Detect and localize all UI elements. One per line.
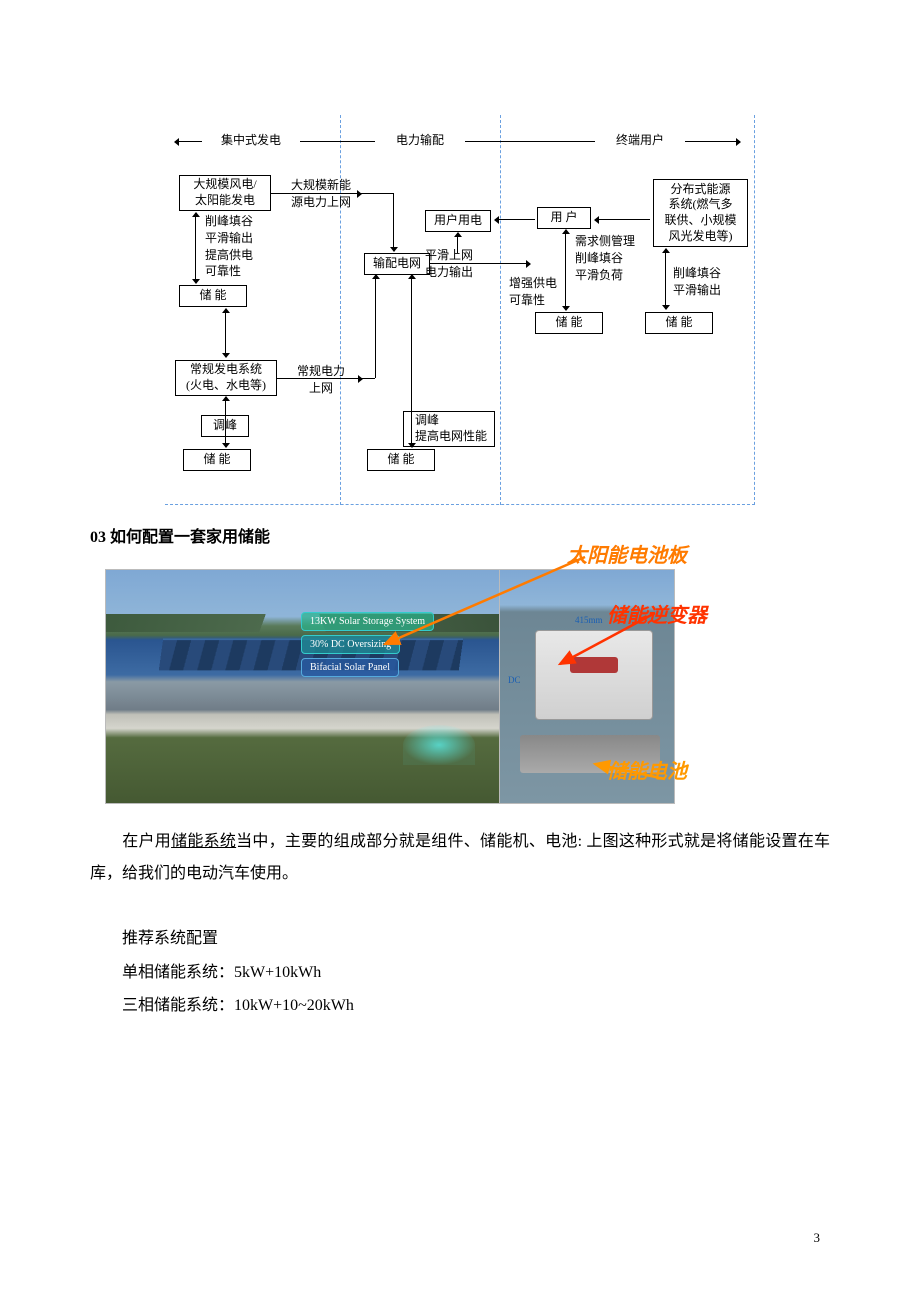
ln-sm (457, 233, 458, 253)
divider-2 (500, 115, 501, 505)
inverter-device (535, 630, 653, 720)
ln-sm2 (430, 263, 530, 264)
rec-single: 单相储能系统：5kW+10kWh (90, 956, 830, 990)
hdr-user: 终端用户 (595, 130, 685, 152)
tag-oversizing: 30% DC Oversizing (301, 635, 400, 654)
ln2b (595, 219, 650, 220)
hdr-gen: 集中式发电 (202, 130, 300, 152)
house-render: 13KW Solar Storage System 30% DC Oversiz… (105, 569, 500, 804)
section-heading: 03 如何配置一套家用储能 (90, 523, 830, 547)
txt-enhance: 增强供电 可靠性 (509, 275, 557, 309)
p1u: 储能系统 (171, 833, 236, 850)
ln-conv-v (375, 275, 376, 378)
callout-panel: 太阳能电池板 (567, 539, 687, 568)
ln-pa2 (411, 275, 412, 447)
txt-conv-up: 常规电力 上网 (290, 363, 352, 397)
ln-demand (565, 230, 566, 310)
ln-peak1 (195, 213, 196, 283)
home-storage-photo: 13KW Solar Storage System 30% DC Oversiz… (105, 569, 675, 804)
ln-coord (225, 309, 226, 357)
ln-peak3 (665, 249, 666, 309)
ln2 (495, 219, 535, 220)
ln1 (271, 193, 361, 194)
box-wind-solar: 大规模风电/ 太阳能发电 (179, 175, 271, 211)
config-block: 推荐系统配置 单相储能系统：5kW+10kWh 三相储能系统：10kW+10~2… (90, 922, 830, 1023)
energy-system-diagram: 集中式发电 电力输配 终端用户 大规模风电/ 太阳能发电 大规模新能 源电力上网… (165, 115, 755, 505)
body-paragraph: 在户用储能系统当中，主要的组成部分就是组件、储能机、电池: 上图这种形式就是将储… (90, 826, 830, 890)
ev-car-glow (403, 725, 475, 765)
callout-battery: 储能电池 (607, 755, 687, 784)
txt-peak1: 削峰填谷 平滑输出 提高供电 可靠性 (205, 213, 253, 280)
inverter-display (570, 657, 618, 673)
txt-demand: 需求侧管理 削峰填谷 平滑负荷 (575, 233, 635, 283)
rec-three: 三相储能系统：10kW+10~20kWh (90, 989, 830, 1023)
box-peakadj2: 调峰 提高电网性能 (403, 411, 495, 447)
box-storage5: 储 能 (367, 449, 435, 471)
ln-pa1 (225, 397, 226, 447)
box-storage1: 储 能 (179, 285, 247, 307)
tag-bifacial: Bifacial Solar Panel (301, 658, 399, 677)
rec-title: 推荐系统配置 (90, 922, 830, 956)
dim-dc: DC (508, 675, 521, 685)
box-dist-src: 分布式能源 系统(燃气多 联供、小规模 风光发电等) (653, 179, 748, 247)
txt-peak3: 削峰填谷 平滑输出 (673, 265, 721, 299)
tag-system: 13KW Solar Storage System (301, 612, 434, 631)
box-storage2: 储 能 (535, 312, 603, 334)
box-storage3: 储 能 (645, 312, 713, 334)
hdr-trans: 电力输配 (375, 130, 465, 152)
p1a: 在户用 (122, 833, 171, 850)
dim-top: 415mm (575, 615, 603, 625)
box-storage4: 储 能 (183, 449, 251, 471)
ln-conv (277, 378, 362, 379)
ln-grid-in (393, 193, 394, 251)
ln-grid-in-h (361, 193, 393, 194)
callout-inverter: 储能逆变器 (607, 599, 707, 628)
box-conv-gen: 常规发电系统 (火电、水电等) (175, 360, 277, 396)
ln-conv-h (362, 378, 375, 379)
divider-1 (340, 115, 341, 505)
page-number: 3 (814, 1230, 821, 1246)
